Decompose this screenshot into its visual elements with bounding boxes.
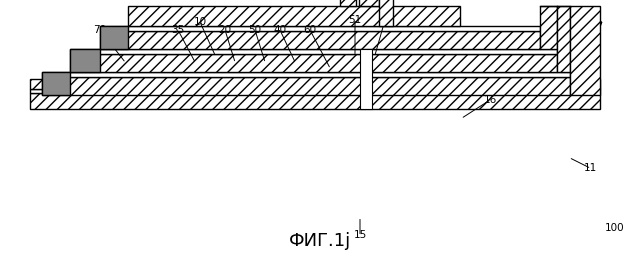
Bar bbox=[100, 26, 128, 49]
Text: 11: 11 bbox=[584, 163, 596, 173]
Text: 100: 100 bbox=[605, 223, 625, 233]
Bar bbox=[100, 26, 540, 31]
Bar bbox=[359, 0, 379, 6]
Bar bbox=[30, 93, 600, 109]
Bar bbox=[70, 49, 100, 72]
Bar bbox=[379, 0, 393, 26]
Bar bbox=[70, 49, 557, 54]
Bar bbox=[557, 6, 570, 72]
Text: 20: 20 bbox=[218, 25, 232, 35]
Bar bbox=[42, 72, 570, 77]
Text: 60: 60 bbox=[303, 25, 317, 35]
Bar bbox=[42, 72, 70, 95]
Bar bbox=[70, 54, 557, 72]
Bar bbox=[340, 0, 356, 6]
Text: 40: 40 bbox=[273, 25, 287, 35]
Text: 10: 10 bbox=[193, 17, 207, 27]
Bar bbox=[360, 49, 372, 109]
Text: 15: 15 bbox=[353, 230, 367, 240]
Bar bbox=[100, 31, 540, 49]
Text: 70: 70 bbox=[93, 25, 107, 35]
Bar bbox=[30, 89, 600, 93]
Text: ФИГ.1j: ФИГ.1j bbox=[289, 232, 351, 250]
Bar bbox=[128, 6, 460, 26]
Text: 55: 55 bbox=[378, 15, 392, 25]
Text: 50: 50 bbox=[248, 25, 262, 35]
Bar bbox=[570, 6, 600, 95]
Text: 35: 35 bbox=[172, 25, 184, 35]
Bar bbox=[540, 6, 557, 49]
Text: 16: 16 bbox=[483, 95, 497, 105]
Text: 51: 51 bbox=[348, 15, 362, 25]
Bar bbox=[30, 79, 600, 89]
Bar bbox=[42, 77, 570, 95]
